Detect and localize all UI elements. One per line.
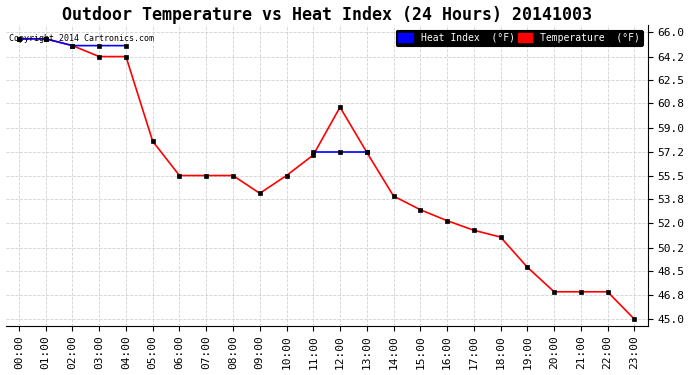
- Legend: Heat Index  (°F), Temperature  (°F): Heat Index (°F), Temperature (°F): [395, 30, 643, 46]
- Text: Copyright 2014 Cartronics.com: Copyright 2014 Cartronics.com: [9, 34, 154, 43]
- Title: Outdoor Temperature vs Heat Index (24 Hours) 20141003: Outdoor Temperature vs Heat Index (24 Ho…: [61, 6, 591, 24]
